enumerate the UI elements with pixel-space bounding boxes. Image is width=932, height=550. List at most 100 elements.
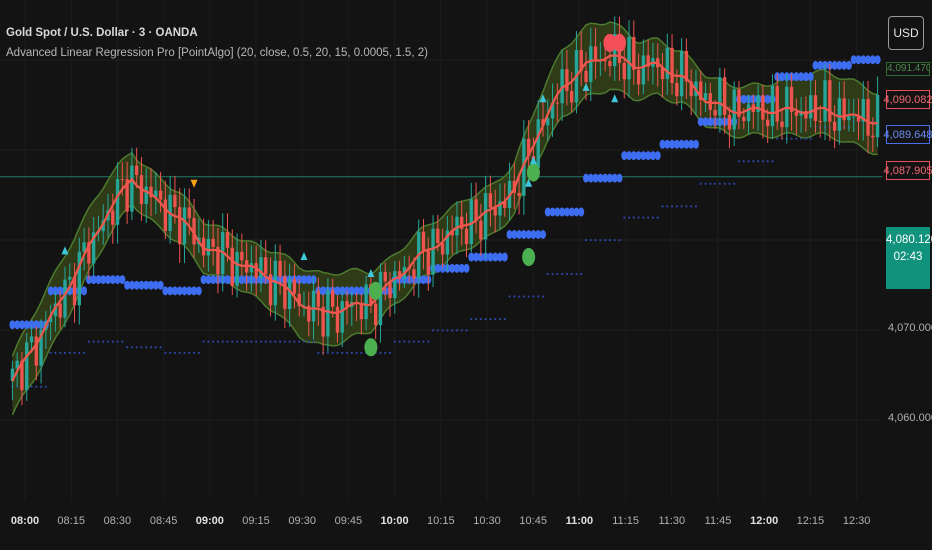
candle-body [780, 121, 784, 128]
x-tick-label: 10:30 [473, 515, 501, 527]
dot-marker [171, 286, 178, 296]
dot-marker [33, 320, 40, 330]
dot-marker-small [752, 160, 755, 163]
dot-marker [841, 60, 848, 70]
dot-marker [516, 230, 523, 239]
candle-body [536, 119, 540, 168]
candle-body [125, 179, 129, 212]
symbol-title[interactable]: Gold Spot / U.S. Dollar · 3 · OANDA [6, 27, 198, 39]
dot-marker-small [235, 340, 239, 343]
orange-triangle-marker [190, 179, 198, 188]
dot-marker-small [82, 351, 86, 354]
dot-marker-small [790, 137, 793, 140]
dot-marker [23, 320, 30, 330]
candle-body [665, 47, 669, 80]
candle-body [866, 99, 870, 136]
dot-marker [181, 286, 188, 296]
candle-body [522, 138, 526, 196]
candle-body [359, 302, 364, 320]
candle-body [775, 85, 779, 122]
currency-button[interactable]: USD [888, 16, 924, 50]
candle-body [613, 34, 617, 67]
dot-marker [587, 173, 594, 183]
candle-body [861, 99, 865, 122]
dot-marker [205, 275, 212, 285]
dot-marker-small [379, 351, 382, 354]
dot-marker-small [613, 239, 616, 242]
candle-body [832, 121, 837, 131]
dot-marker [654, 151, 661, 161]
dot-marker-small [742, 160, 745, 163]
dot-marker [468, 252, 475, 262]
candle-body [608, 60, 612, 67]
candle-body [39, 329, 43, 366]
x-tick-label: 10:15 [427, 515, 455, 527]
dot-marker [506, 230, 513, 239]
dot-marker-small [795, 137, 798, 140]
dot-marker-small [704, 182, 707, 185]
indicator-legend[interactable]: Advanced Linear Regression Pro [PointAlg… [6, 47, 428, 59]
dot-marker-small [274, 340, 277, 343]
grid-lines [0, 59, 882, 421]
dot-marker [100, 275, 107, 285]
candle-body [273, 260, 277, 306]
dot-marker [602, 173, 609, 183]
dot-marker-small [661, 205, 664, 208]
candle-body [383, 271, 387, 282]
dot-marker-small [360, 351, 363, 354]
dot-marker [114, 275, 121, 285]
dot-marker [764, 94, 771, 104]
dot-marker-small [417, 340, 420, 343]
candle-body [187, 207, 191, 219]
candle-body [684, 50, 689, 82]
dot-marker [802, 72, 809, 82]
dot-marker [649, 151, 656, 161]
dot-marker-small [594, 239, 597, 242]
dot-marker [90, 275, 97, 285]
dot-marker-small [331, 351, 334, 354]
dot-marker-small [154, 346, 157, 349]
candle-body [63, 279, 67, 318]
dot-marker-small [517, 295, 521, 298]
x-tick-label: 10:45 [519, 515, 547, 527]
candle-body [154, 190, 158, 198]
dot-marker [678, 139, 685, 149]
triangle-marker [61, 246, 69, 255]
triangle-marker [539, 94, 547, 103]
candle-body [292, 279, 297, 294]
triangle-marker [611, 94, 619, 103]
dot-marker-small [474, 317, 478, 321]
candle-body [378, 271, 383, 326]
buy-signal-marker [369, 281, 383, 300]
dot-marker [597, 173, 604, 183]
dot-marker-small [627, 216, 631, 219]
dot-marker-small [111, 340, 114, 343]
dot-marker-small [164, 351, 167, 354]
dot-marker [869, 55, 876, 65]
candle-body [479, 220, 483, 240]
candle-body [211, 238, 215, 247]
x-tick-label: 11:15 [612, 515, 639, 527]
dot-marker [57, 286, 64, 296]
candle-body [173, 194, 177, 208]
dot-marker [138, 280, 145, 290]
price-tag-regression-upper: 4,090.082 [884, 90, 932, 109]
dot-marker-small [455, 329, 459, 332]
dot-marker-small [412, 340, 416, 343]
dot-marker-small [642, 216, 645, 219]
candle-body [689, 81, 693, 97]
dot-marker-small [39, 385, 43, 388]
candle-body [135, 165, 139, 176]
dot-marker [645, 151, 652, 161]
dot-marker [702, 117, 709, 127]
candle-body [708, 93, 712, 110]
dot-marker-small [149, 346, 153, 349]
dot-marker [148, 280, 155, 290]
triangle-marker [300, 252, 308, 261]
dot-marker-small [183, 351, 186, 354]
last-price-tag[interactable]: 4,080.120 02:43 [886, 227, 932, 289]
dot-marker [836, 60, 843, 70]
candle-body [10, 368, 15, 382]
price-tag-regression-lower: 4,087.905 [884, 161, 932, 180]
